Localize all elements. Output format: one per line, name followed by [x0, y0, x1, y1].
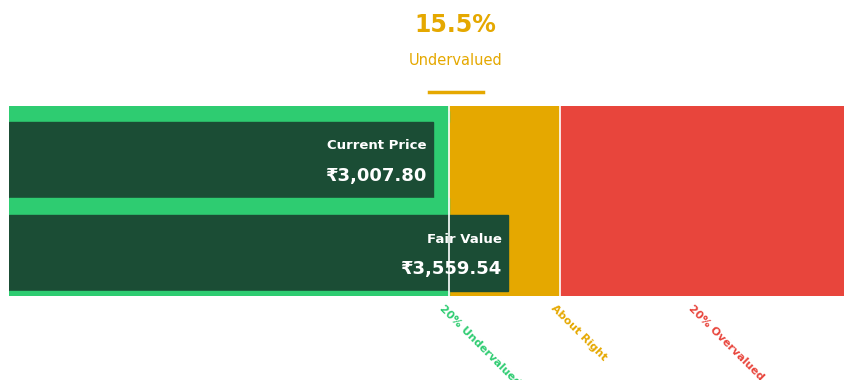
Bar [9, 122, 433, 198]
Bar [448, 106, 560, 296]
Text: Current Price: Current Price [326, 139, 426, 152]
Text: Fair Value: Fair Value [426, 233, 501, 245]
Bar [9, 198, 448, 215]
Bar [9, 291, 448, 296]
Text: 20% Overvalued: 20% Overvalued [686, 303, 765, 380]
Text: About Right: About Right [549, 303, 608, 363]
Bar [9, 215, 508, 291]
Bar [9, 111, 448, 122]
Bar [9, 106, 448, 296]
Text: 20% Undervalued: 20% Undervalued [437, 303, 522, 380]
Text: ₹3,007.80: ₹3,007.80 [325, 167, 426, 185]
Text: 15.5%: 15.5% [414, 13, 496, 37]
Bar [560, 106, 843, 296]
Text: Undervalued: Undervalued [408, 53, 502, 68]
Text: ₹3,559.54: ₹3,559.54 [400, 260, 501, 279]
